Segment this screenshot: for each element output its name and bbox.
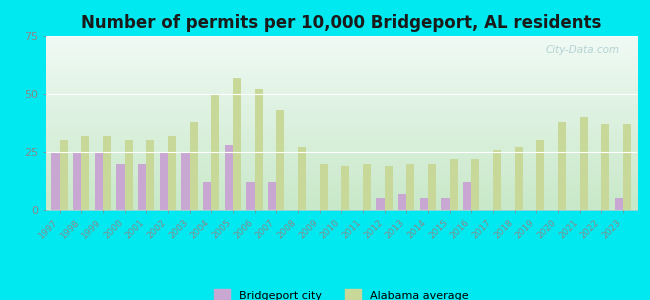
Bar [441, 198, 450, 210]
Bar [363, 164, 371, 210]
Bar [615, 198, 623, 210]
Bar [116, 164, 125, 210]
Bar [211, 94, 220, 210]
Bar [203, 182, 211, 210]
Bar [558, 122, 566, 210]
Bar [515, 147, 523, 210]
Bar [450, 159, 458, 210]
Bar [463, 182, 471, 210]
Bar [298, 147, 306, 210]
Title: Number of permits per 10,000 Bridgeport, AL residents: Number of permits per 10,000 Bridgeport,… [81, 14, 601, 32]
Bar [233, 78, 241, 210]
Bar [95, 152, 103, 210]
Bar [255, 89, 263, 210]
Bar [160, 152, 168, 210]
Bar [60, 140, 68, 210]
Text: City-Data.com: City-Data.com [545, 45, 619, 55]
Bar [536, 140, 545, 210]
Bar [190, 122, 198, 210]
Bar [623, 124, 631, 210]
Bar [146, 140, 155, 210]
Bar [341, 166, 350, 210]
Bar [493, 150, 501, 210]
Bar [268, 182, 276, 210]
Bar [138, 164, 146, 210]
Bar [246, 182, 255, 210]
Bar [103, 136, 111, 210]
Bar [420, 198, 428, 210]
Bar [51, 152, 60, 210]
Bar [406, 164, 415, 210]
Bar [225, 145, 233, 210]
Bar [125, 140, 133, 210]
Bar [181, 152, 190, 210]
Bar [601, 124, 610, 210]
Bar [73, 152, 81, 210]
Bar [471, 159, 480, 210]
Bar [428, 164, 436, 210]
Legend: Bridgeport city, Alabama average: Bridgeport city, Alabama average [209, 285, 473, 300]
Bar [398, 194, 406, 210]
Bar [580, 117, 588, 210]
Bar [376, 198, 385, 210]
Bar [385, 166, 393, 210]
Bar [168, 136, 176, 210]
Bar [320, 164, 328, 210]
Bar [276, 110, 285, 210]
Bar [81, 136, 90, 210]
